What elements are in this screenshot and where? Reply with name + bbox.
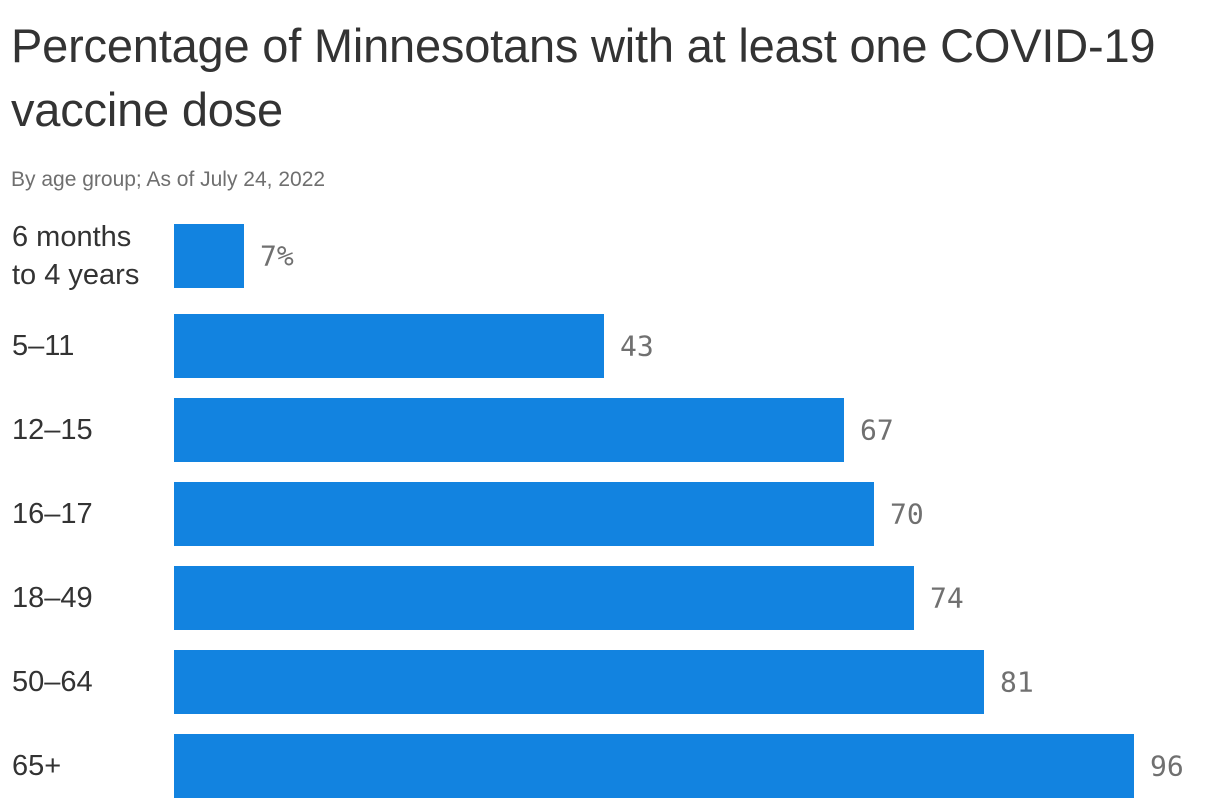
bar: [174, 566, 914, 630]
category-label: 5–11: [12, 330, 74, 362]
bar: [174, 734, 1134, 798]
bar-value-label: 74: [930, 582, 964, 615]
category-label: 12–15: [12, 414, 93, 446]
bar-value-label: 81: [1000, 666, 1034, 699]
bar: [174, 650, 984, 714]
category-label: 65+: [12, 750, 61, 782]
bar-value-label: 96: [1150, 750, 1184, 783]
chart-title: Percentage of Minnesotans with at least …: [11, 19, 1156, 136]
chart-subtitle: By age group; As of July 24, 2022: [11, 168, 326, 191]
bar-value-label: 7%: [260, 240, 294, 273]
category-label: 18–49: [12, 582, 93, 614]
bar-value-label: 67: [860, 414, 894, 447]
bar: [174, 314, 604, 378]
category-label: 50–64: [12, 666, 93, 698]
category-label: 16–17: [12, 498, 93, 530]
bar-value-label: 70: [890, 498, 924, 531]
bar: [174, 398, 844, 462]
bar-value-label: 43: [620, 330, 654, 363]
bar: [174, 482, 874, 546]
bar: [174, 224, 244, 288]
category-label: to 4 years: [12, 259, 139, 291]
category-label: 6 months: [12, 221, 131, 253]
